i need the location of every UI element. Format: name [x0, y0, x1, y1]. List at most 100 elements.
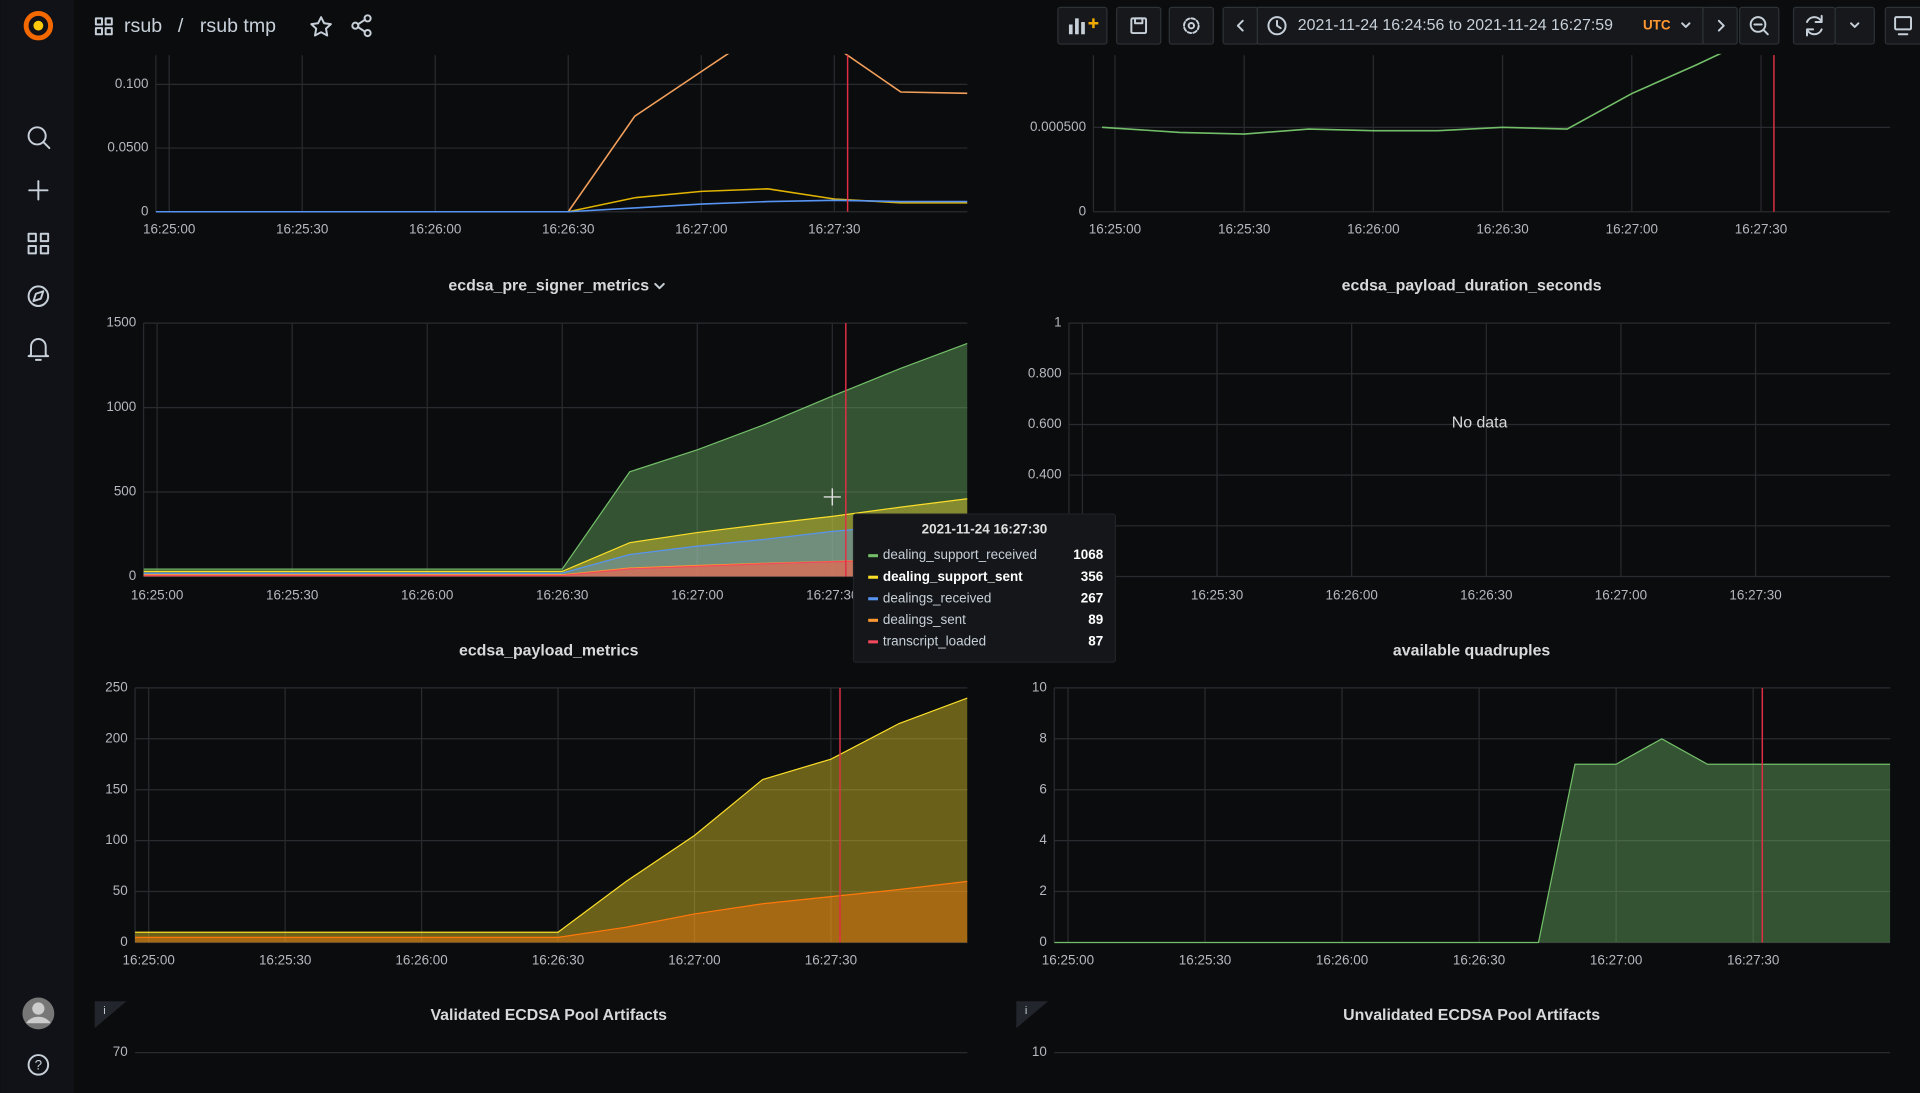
y-tick-label: 8: [1039, 730, 1046, 745]
tooltip-series-name: dealing_support_sent: [883, 569, 1023, 584]
share-button[interactable]: [351, 14, 372, 38]
x-tick-label: 16:26:00: [409, 222, 461, 237]
x-tick-label: 16:27:30: [806, 588, 858, 603]
zoom-out-button[interactable]: [1739, 6, 1780, 45]
series-area: [143, 498, 968, 577]
y-tick-label: 1000: [106, 399, 136, 414]
tooltip-value: 356: [1081, 569, 1103, 584]
breadcrumb-separator: /: [178, 15, 184, 37]
x-tick-label: 16:25:00: [123, 952, 175, 967]
series-line: [1054, 738, 1891, 944]
x-tick-label: 16:25:30: [259, 952, 311, 967]
x-tick-label: 16:26:30: [1476, 222, 1528, 237]
x-tick-label: 16:26:30: [532, 952, 584, 967]
x-tick-label: 16:26:30: [536, 588, 588, 603]
x-tick-label: 16:27:00: [671, 588, 723, 603]
series-area: [143, 557, 968, 577]
y-tick-label: 200: [105, 730, 127, 745]
star-button[interactable]: [310, 16, 332, 37]
timezone[interactable]: UTC: [1643, 17, 1671, 32]
help-icon[interactable]: ?: [27, 1054, 50, 1076]
y-tick-label: 0: [120, 934, 127, 949]
save-button[interactable]: [1116, 6, 1162, 45]
x-tick-label: 16:26:00: [1316, 952, 1368, 967]
series-line: [135, 697, 968, 933]
refresh-interval-button[interactable]: [1834, 6, 1875, 45]
tooltip-series-name: dealings_sent: [883, 612, 966, 627]
y-tick-label: 500: [114, 484, 136, 499]
x-tick-label: 16:27:30: [805, 952, 857, 967]
series-area: [1054, 738, 1891, 943]
dashboards-icon[interactable]: [27, 232, 50, 255]
tooltip-value: 89: [1088, 612, 1103, 627]
x-tick-label: 16:27:00: [1595, 588, 1647, 603]
series-line: [155, 199, 968, 213]
plot-area: [1101, 53, 1775, 212]
x-tick-label: 16:26:30: [1460, 588, 1512, 603]
plot-area: [155, 53, 968, 213]
panel-menu-chevron[interactable]: [654, 282, 665, 290]
x-tick-label: 16:27:30: [1729, 588, 1781, 603]
panel-info-icon: i: [103, 1005, 105, 1017]
tooltip-series-name: dealings_received: [883, 590, 991, 605]
x-tick-label: 16:27:00: [668, 952, 720, 967]
x-tick-label: 16:26:00: [395, 952, 447, 967]
panel-info-corner[interactable]: [1016, 1001, 1049, 1029]
panel: 0 0.0500 0.100 16:25:00 16:25:30 16:26:00 16:2…: [107, 53, 968, 237]
panel-title: ecdsa_pre_signer_metrics: [448, 278, 649, 295]
folder-name[interactable]: rsub: [124, 15, 162, 37]
tv-mode-button[interactable]: [1884, 6, 1920, 45]
plot-area: [143, 323, 968, 577]
svg-text:?: ?: [35, 1058, 42, 1073]
series-line: [1101, 53, 1722, 135]
y-tick-label: 0: [141, 203, 148, 218]
explore-icon[interactable]: [27, 285, 50, 307]
time-forward-button[interactable]: [1702, 6, 1738, 45]
panel-title: available quadruples: [1393, 642, 1551, 659]
series-line: [143, 558, 968, 577]
sidebar: [0, 0, 74, 1093]
tooltip-value: 267: [1081, 590, 1103, 605]
panel-title: Validated ECDSA Pool Artifacts: [430, 1007, 667, 1024]
y-tick-label: 0.800: [1028, 365, 1062, 380]
panel-title: ecdsa_payload_duration_seconds: [1342, 278, 1602, 295]
y-tick-label: 1: [1054, 315, 1061, 330]
x-tick-label: 16:26:00: [1347, 222, 1399, 237]
y-tick-label: 0.0500: [107, 140, 148, 155]
y-tick-label: 10: [1032, 1044, 1047, 1059]
alerting-icon[interactable]: [27, 338, 50, 361]
panel-info-corner[interactable]: [94, 1001, 127, 1029]
panel: ecdsa_payload_metrics 0 50 100 150 200 250 16:2…: [105, 642, 968, 967]
settings-button[interactable]: [1168, 6, 1214, 45]
x-tick-label: 16:25:00: [143, 222, 195, 237]
y-tick-label: 2: [1039, 883, 1046, 898]
series-line: [143, 520, 968, 574]
create-icon[interactable]: [28, 180, 49, 201]
x-tick-label: 16:26:30: [1453, 952, 1505, 967]
y-tick-label: 50: [113, 883, 128, 898]
search-icon[interactable]: [27, 126, 51, 150]
time-range[interactable]: 2021-11-24 16:24:56 to 2021-11-24 16:27:…: [1298, 17, 1613, 34]
y-tick-label: 250: [105, 679, 127, 694]
add-panel-button[interactable]: [1057, 6, 1108, 45]
crosshair: [823, 488, 841, 506]
tooltip-series-name: transcript_loaded: [883, 633, 986, 648]
x-tick-label: 16:25:00: [1089, 222, 1141, 237]
panel: ecdsa_payload_duration_seconds00.2000.40…: [1028, 278, 1891, 603]
series-line: [135, 880, 968, 938]
series-line: [143, 342, 968, 570]
y-tick-label: 0: [129, 568, 136, 583]
y-tick-label: 0.600: [1028, 416, 1062, 431]
y-tick-label: 100: [105, 832, 127, 847]
refresh-button[interactable]: [1792, 6, 1836, 45]
panel: Validated ECDSA Pool Artifacts 70: [113, 1007, 968, 1059]
x-tick-label: 16:27:30: [1727, 952, 1779, 967]
dashboard-name[interactable]: rsub tmp: [200, 15, 276, 37]
x-tick-label: 16:25:00: [1042, 952, 1094, 967]
y-tick-label: 0.000500: [1030, 119, 1086, 134]
user-avatar[interactable]: [22, 997, 55, 1030]
logo[interactable]: [23, 11, 54, 41]
time-back-button[interactable]: [1222, 6, 1259, 45]
